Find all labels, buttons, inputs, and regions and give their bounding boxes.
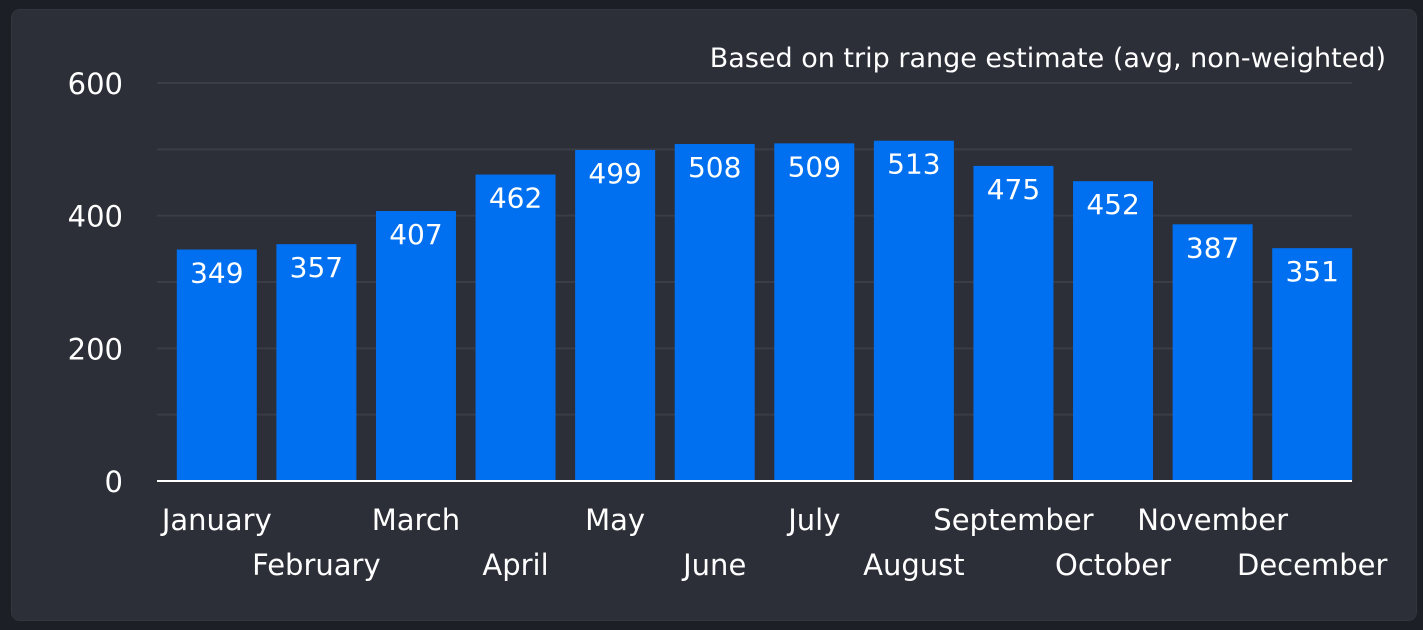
y-axis-ticks: 0 200 400 600: [68, 67, 123, 499]
x-tick-label: July: [786, 503, 840, 537]
x-axis-ticks: January February March April May June July Augu…: [160, 503, 1388, 582]
bar: [475, 174, 556, 482]
y-tick-label: 600: [68, 67, 123, 101]
bar: [176, 249, 257, 481]
x-tick-label: June: [681, 548, 746, 582]
x-tick-label: February: [252, 548, 381, 582]
bar: [575, 149, 656, 481]
data-label: 349: [190, 256, 243, 289]
x-tick-label: November: [1137, 503, 1288, 537]
x-tick-label: December: [1237, 548, 1387, 582]
data-label: 475: [987, 173, 1040, 206]
data-label: 509: [788, 150, 841, 183]
data-label: 499: [588, 157, 641, 190]
x-tick-label: March: [372, 503, 460, 537]
data-labels: 349 357 407 462 499 508 509 513 475 452 387 351: [190, 148, 1339, 290]
y-tick-label: 200: [68, 332, 123, 366]
x-tick-label: January: [160, 503, 272, 537]
data-label: 452: [1086, 188, 1139, 221]
x-tick-label: August: [863, 548, 965, 582]
x-tick-label: September: [933, 503, 1093, 537]
data-label: 513: [887, 148, 940, 181]
bar: [873, 140, 954, 481]
bar: [774, 143, 855, 481]
data-label: 407: [389, 218, 442, 251]
bar: [1272, 248, 1353, 481]
data-label: 387: [1186, 231, 1239, 264]
x-tick-label: October: [1055, 548, 1171, 582]
bar: [276, 244, 357, 481]
bar: [674, 144, 755, 481]
data-label: 351: [1285, 255, 1338, 288]
data-label: 357: [290, 251, 343, 284]
x-tick-label: May: [585, 503, 645, 537]
bar: [1172, 224, 1253, 482]
bar: [1073, 181, 1154, 481]
data-label: 462: [489, 182, 542, 215]
bar: [973, 165, 1054, 481]
bars: [176, 140, 1353, 482]
data-label: 508: [688, 151, 741, 184]
bar: [375, 211, 456, 482]
x-tick-label: April: [482, 548, 548, 582]
y-tick-label: 0: [105, 465, 123, 499]
y-tick-label: 400: [68, 200, 123, 234]
chart-subtitle: Based on trip range estimate (avg, non-w…: [710, 43, 1386, 74]
